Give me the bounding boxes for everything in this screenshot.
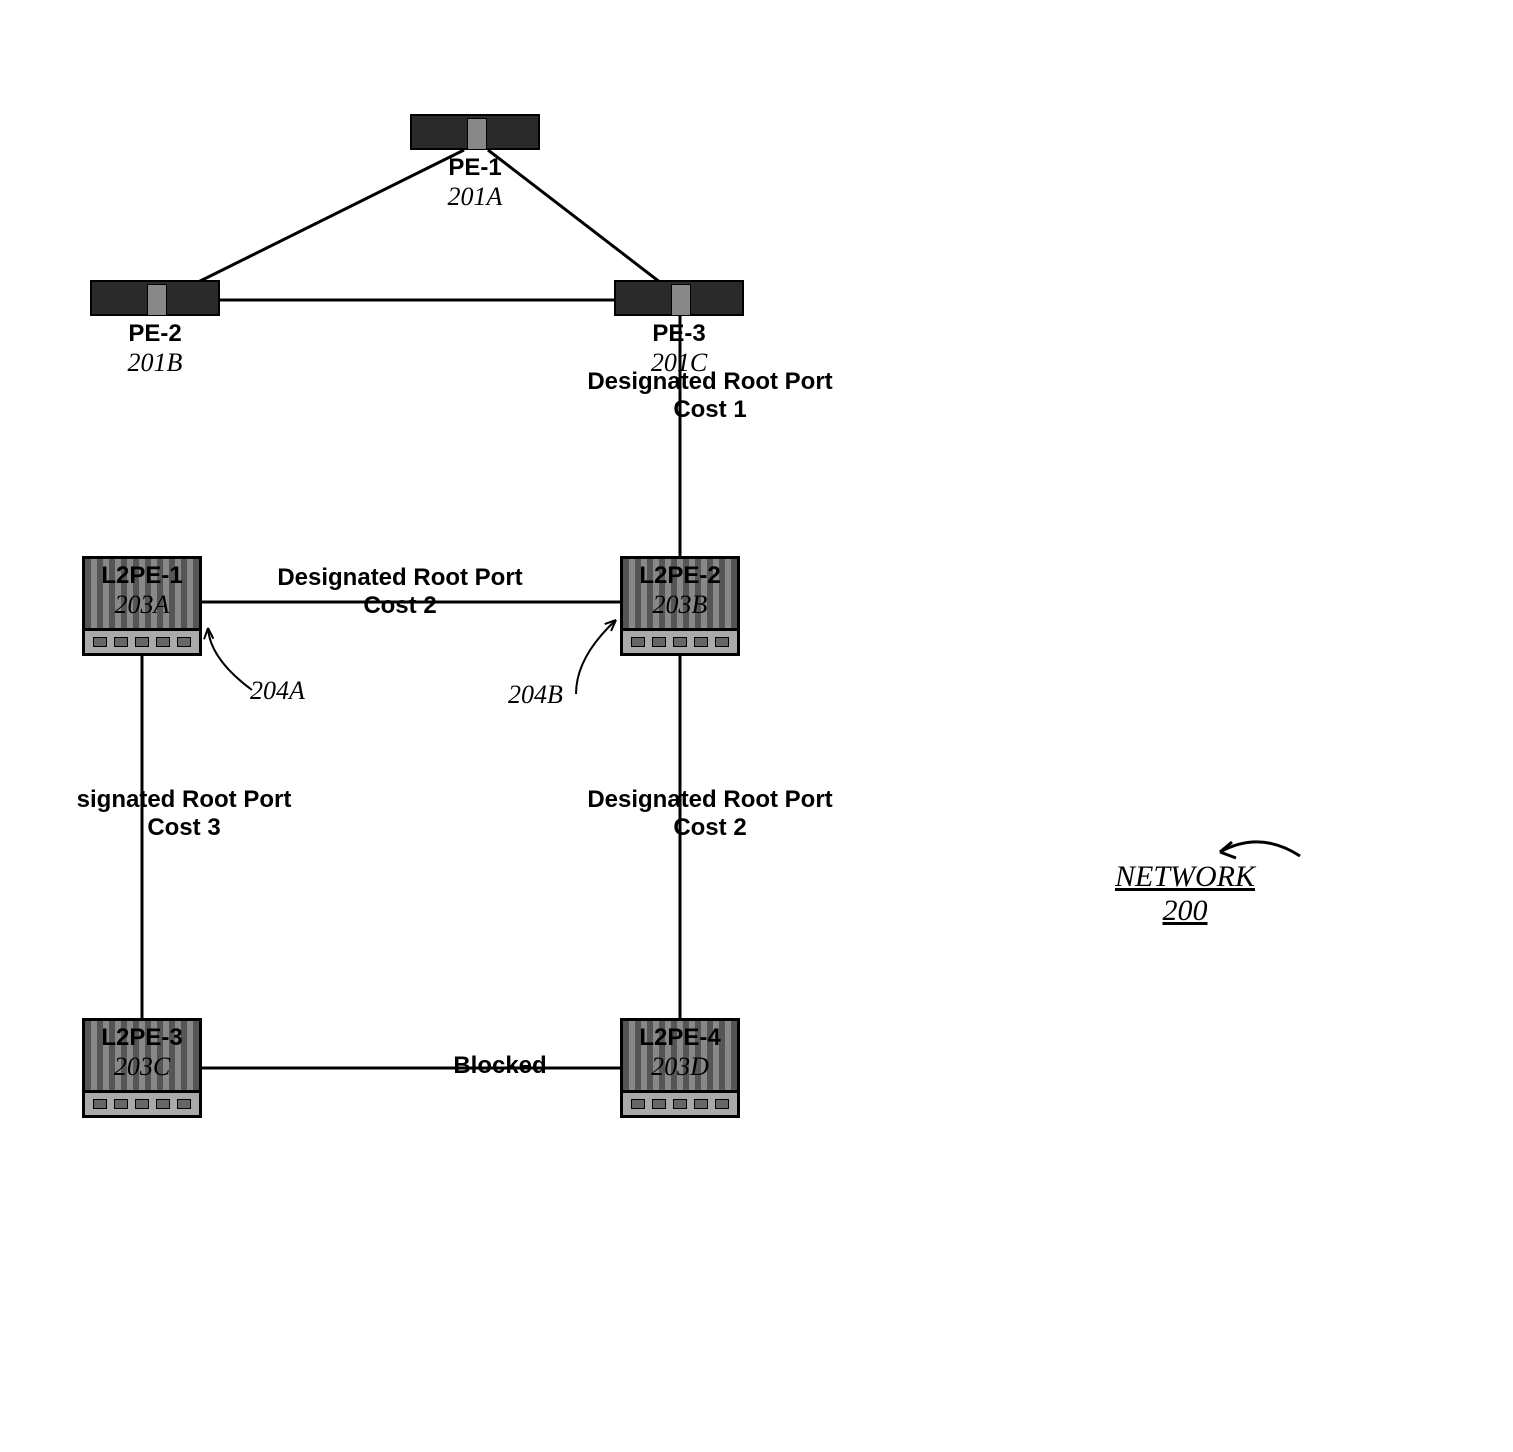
port-line1: Designated Root Port [250,564,550,592]
switch-ref-l2pe2: 203B [620,590,740,620]
ref-callout-r204b: 204B [508,680,563,710]
switch-label-l2pe2: L2PE-2 [620,562,740,590]
port-line1: signated Root Port [34,786,334,814]
callout-arrowhead-1 [605,620,616,631]
port-annotation-port1: Designated Root PortCost 1 [560,368,860,424]
router-ref-pe2: 201B [90,348,220,378]
diagram-edges [0,0,1513,1452]
switch-l2pe1: L2PE-1203A [82,556,202,620]
port-annotation-port3: signated Root PortCost 3 [34,786,334,842]
port-annotation-port2a: Designated Root PortCost 2 [250,564,550,620]
router-label-pe1: PE-1 [410,154,540,182]
switch-label-l2pe3: L2PE-3 [82,1024,202,1052]
router-pe1: PE-1201A [410,114,540,212]
port-line2: Cost 2 [250,592,550,620]
switch-label-l2pe1: L2PE-1 [82,562,202,590]
callout-arrow-0 [208,628,252,690]
network-name: NETWORK [1115,860,1255,894]
network-number: 200 [1115,894,1255,928]
port-line1: Blocked [350,1052,650,1080]
port-line2: Cost 2 [560,814,860,842]
port-line2: Cost 1 [560,396,860,424]
network-bracket-arrow [1220,842,1300,856]
callout-arrowhead-0 [204,628,213,639]
switch-ref-l2pe1: 203A [82,590,202,620]
network-bracket-arrowhead [1220,842,1236,858]
router-pe2: PE-2201B [90,280,220,378]
network-reference-label: NETWORK 200 [1115,860,1255,928]
switch-l2pe2: L2PE-2203B [620,556,740,620]
ref-callout-r204a: 204A [250,676,305,706]
network-diagram: PE-1201APE-2201BPE-3201C L2PE-1203AL2PE-… [0,0,1513,1452]
callout-arrow-1 [576,620,616,694]
port-line1: Designated Root Port [560,786,860,814]
port-line2: Cost 3 [34,814,334,842]
router-label-pe2: PE-2 [90,320,220,348]
router-ref-pe1: 201A [410,182,540,212]
switch-ref-l2pe3: 203C [82,1052,202,1082]
port-annotation-port2b: Designated Root PortCost 2 [560,786,860,842]
router-pe3: PE-3201C [614,280,744,378]
port-line1: Designated Root Port [560,368,860,396]
switch-label-l2pe4: L2PE-4 [620,1024,740,1052]
port-annotation-blocked: Blocked [350,1052,650,1080]
router-body-pe1 [410,114,540,150]
switch-l2pe3: L2PE-3203C [82,1018,202,1082]
router-body-pe3 [614,280,744,316]
router-body-pe2 [90,280,220,316]
router-label-pe3: PE-3 [614,320,744,348]
